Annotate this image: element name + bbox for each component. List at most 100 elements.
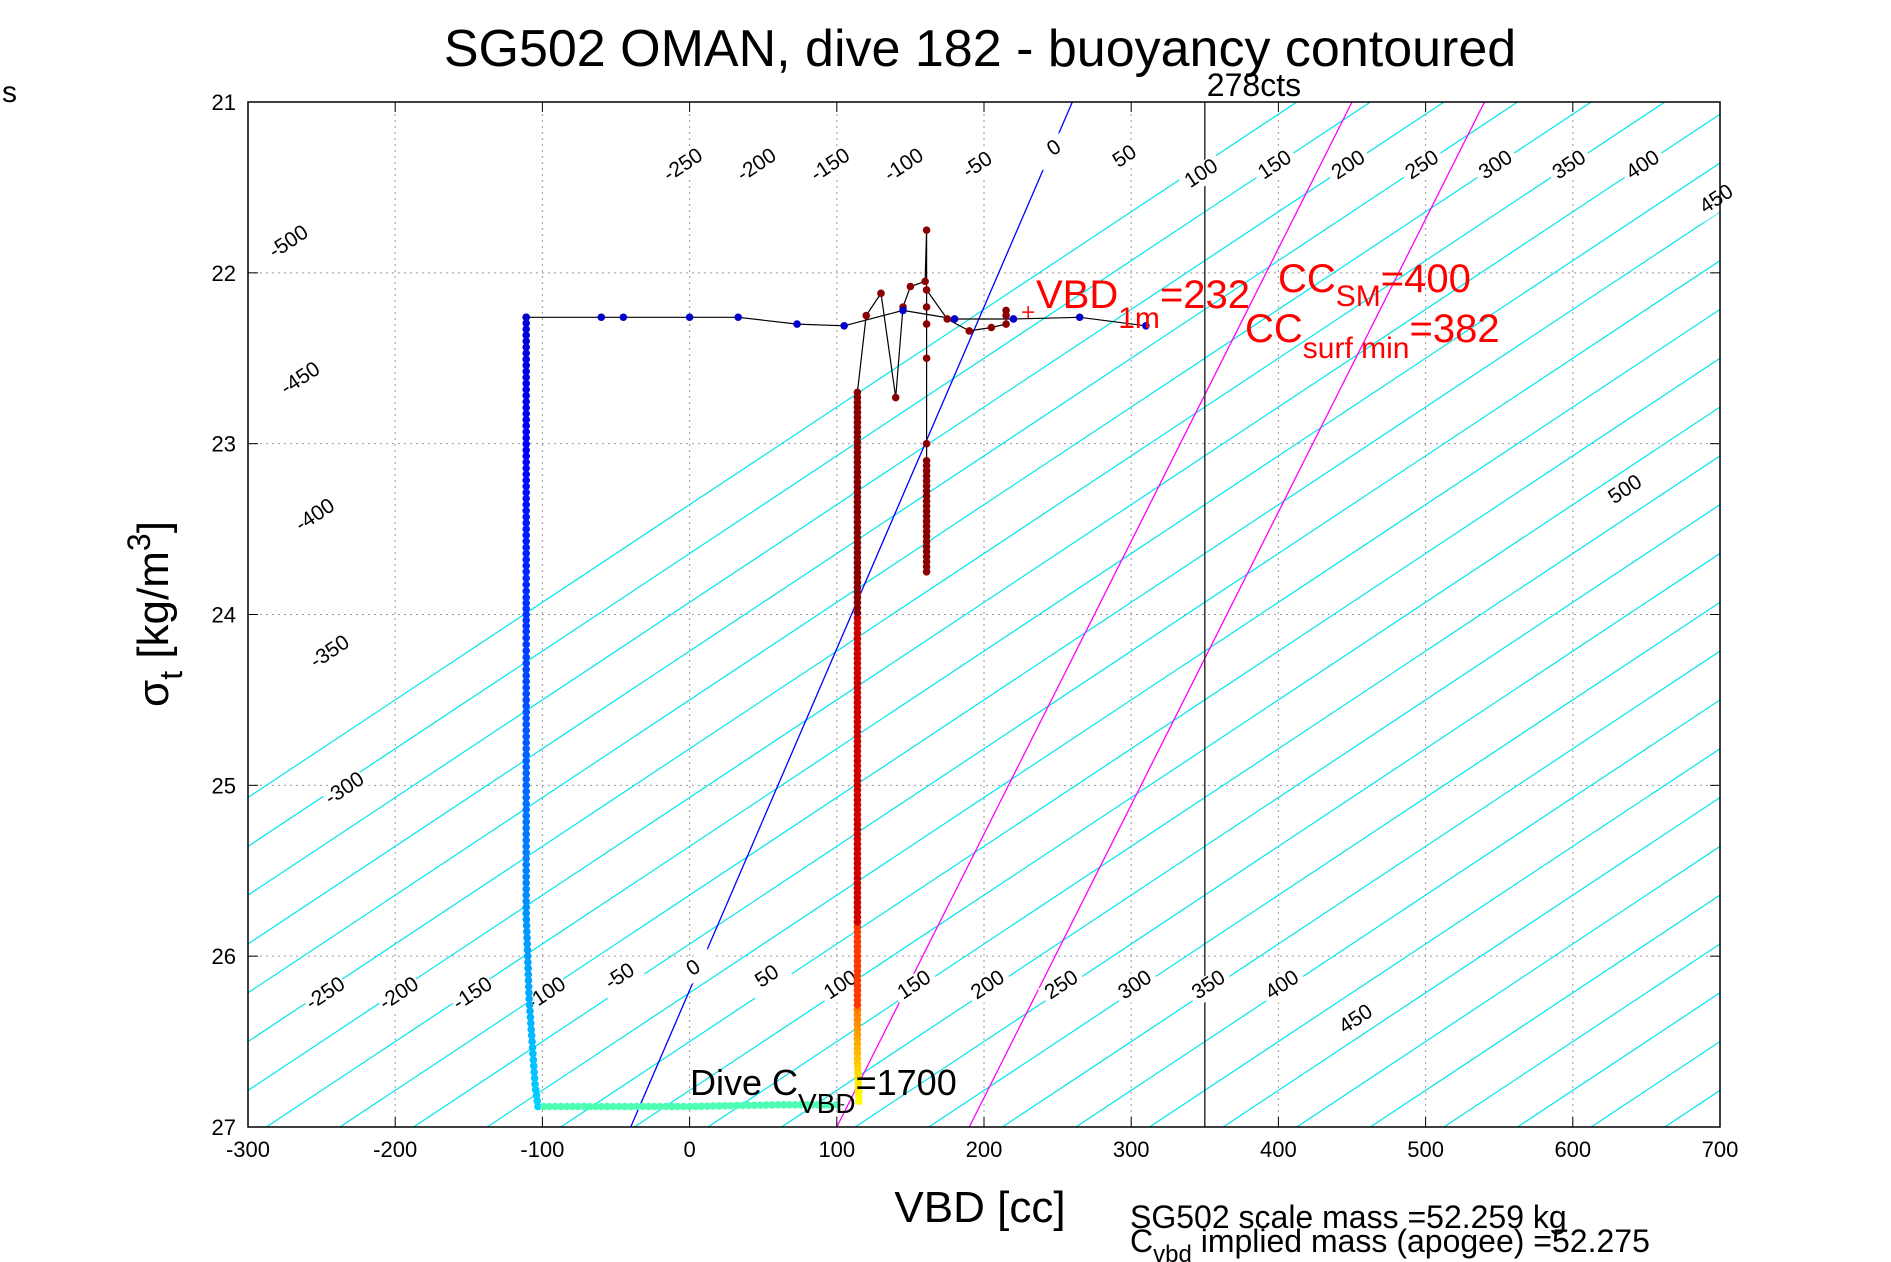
footer-scale-mass: SG502 scale mass =52.259 kg [1130,1199,1567,1235]
descent-point [522,494,531,503]
descent-point [703,1102,712,1110]
descent-point [528,1037,536,1046]
descent-point [522,434,531,442]
buoyancy-contour [1075,699,1720,1127]
cc-surf-min-sub: surf min [1303,332,1410,365]
descent-point [522,830,531,838]
y-tick-label: 22 [212,261,236,286]
descent-point [522,331,531,339]
descent-point [715,1102,723,1110]
descent-point [762,1101,770,1109]
descent-point [522,580,531,589]
descent-point [522,915,531,924]
buoyancy-contour [928,601,1720,1127]
descent-point [522,751,531,759]
descent-point [522,640,531,649]
descent-point [609,1102,617,1111]
descent-point [732,1101,741,1110]
descent-point [621,1102,629,1111]
descent-point [522,653,531,662]
x-tick-label: -100 [520,1137,564,1162]
descent-point [522,555,531,564]
descent-point [527,1031,536,1040]
descent-point [522,732,531,741]
descent-point [603,1102,611,1111]
descent-point [522,422,531,430]
descent-point [791,1100,799,1109]
x-tick-label: 200 [966,1137,1003,1162]
ascent-point [877,289,885,298]
descent-point [522,416,531,424]
ascent-point [922,286,931,294]
descent-point [522,866,531,875]
descent-point [522,805,531,814]
descent-point [522,769,531,777]
y-axis-label-main: σ [129,680,178,707]
descent-point [797,1100,805,1109]
descent-point [808,1100,817,1109]
contour-label-bg [1332,999,1382,1042]
descent-point [814,1100,822,1109]
descent-point [522,349,531,358]
descent-point [522,319,531,328]
descent-point [524,964,532,973]
ascent-point [862,311,871,320]
descent-point [525,1001,534,1009]
descent-point [668,1102,676,1111]
ascent-point [853,388,862,397]
cc-surf-min-main: CC [1245,307,1303,351]
buoyancy-contour [707,455,1720,1127]
descent-point [709,1102,717,1110]
descent-point [526,1013,535,1021]
descent-point [523,927,531,936]
cc-sm-value: =400 [1381,257,1471,301]
contour-label-bg [816,964,866,1008]
descent-point [697,1102,706,1111]
descent-point [522,610,531,619]
descent-point [744,1101,753,1110]
descent-point [522,482,531,491]
buoyancy-contour [248,102,1445,896]
descent-point [522,744,531,753]
contour-label-bg [964,964,1014,1008]
descent-point [532,1091,541,1100]
buoyancy-contour [1222,796,1720,1127]
descent-point [522,452,531,460]
contour-label-bg [1111,964,1161,1008]
ascent-point [922,320,931,328]
y-tick-label: 23 [212,432,236,457]
contour-label-bg [743,956,793,999]
contour-label-bg [733,144,782,188]
y-axis-label: σt [kg/m3] [121,521,189,707]
ascent-point [891,393,900,402]
descent-point [522,391,531,400]
dive-cvbd-main: Dive C [690,1062,798,1103]
ascent-point [987,323,996,332]
descent-point [534,1102,542,1111]
contour-label-bg [1692,179,1742,222]
descent-point [522,355,531,364]
contour-label-bg [806,144,856,188]
footer-implied-mass: Cvbd implied mass (apogee) =52.275 [1130,1223,1650,1262]
vertical-line-label-text: 278cts [1207,67,1301,103]
descent-point [533,1097,542,1105]
descent-point [522,531,531,539]
descent-point [522,702,531,710]
descent-point [528,1043,537,1052]
descent-point [522,379,531,388]
dive-cvbd-sub: VBD [798,1088,856,1119]
buoyancy-contour [486,308,1720,1127]
surface-point [899,306,907,315]
descent-point [632,1102,641,1111]
descent-point [522,458,531,466]
descent-point [523,952,532,960]
contour-label-bg [953,144,1003,188]
contour-label: 500 [1601,469,1651,513]
buoyancy-contour [781,503,1720,1127]
dive-cvbd-annotation: Dive CVBD=1700 [690,1062,957,1119]
descent-point [522,367,531,376]
descent-point [522,848,531,857]
x-tick-label: 500 [1407,1137,1444,1162]
surface-point [1075,313,1084,322]
